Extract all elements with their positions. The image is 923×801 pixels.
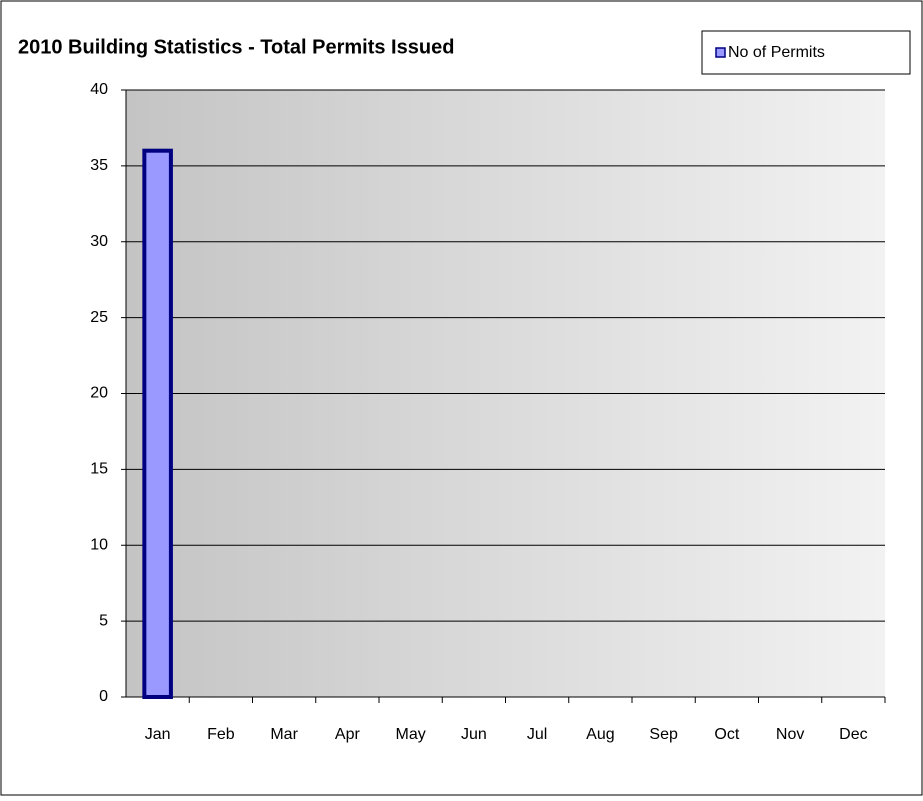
x-tick-label: Oct [714,726,739,743]
y-tick-label: 25 [90,309,108,326]
x-tick-label: Sep [649,726,678,743]
x-tick-label: May [396,726,426,743]
legend-swatch [715,47,726,58]
legend [701,30,911,75]
legend-label: No of Permits [728,44,825,61]
y-tick-label: 5 [99,612,108,629]
y-tick-label: 35 [90,157,108,174]
y-tick-label: 40 [90,81,108,98]
chart-title: 2010 Building Statistics - Total Permits… [18,36,454,58]
x-tick-label: Apr [335,726,361,743]
x-tick-label: Mar [270,726,298,743]
x-tick-label: Feb [207,726,235,743]
y-tick-label: 10 [90,536,108,553]
legend-box [701,30,911,75]
y-tick-label: 20 [90,385,108,402]
x-tick-label: Jun [461,726,487,743]
x-tick-label: Dec [839,726,867,743]
y-tick-label: 30 [90,233,108,250]
bar [142,148,173,699]
x-tick-label: Aug [586,726,614,743]
y-tick-label: 15 [90,461,108,478]
x-tick-label: Nov [776,726,804,743]
x-tick-label: Jul [527,726,547,743]
y-tick-label: 0 [99,688,108,705]
x-tick-label: Jan [145,726,171,743]
